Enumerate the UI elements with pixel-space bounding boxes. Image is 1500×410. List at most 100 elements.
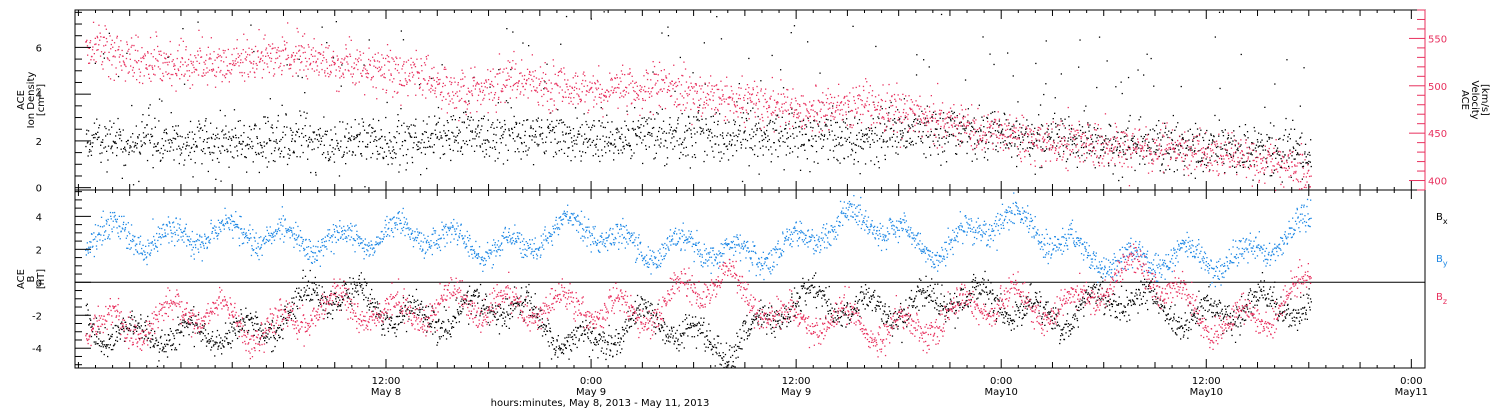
data-point xyxy=(1117,141,1118,142)
data-point xyxy=(1155,154,1156,155)
data-point xyxy=(1011,142,1012,143)
data-point xyxy=(1099,136,1100,137)
data-point xyxy=(550,99,551,100)
data-point xyxy=(341,58,342,59)
data-point xyxy=(1254,130,1255,131)
data-point xyxy=(673,85,674,86)
data-point xyxy=(646,72,647,73)
data-point xyxy=(381,129,382,130)
data-point xyxy=(974,148,975,149)
data-point xyxy=(903,112,904,113)
data-point xyxy=(465,112,466,113)
data-point xyxy=(1123,131,1124,132)
data-point xyxy=(242,62,243,63)
data-point xyxy=(1199,127,1200,128)
data-point xyxy=(856,111,857,112)
data-point xyxy=(1084,110,1085,111)
data-point xyxy=(602,136,603,137)
data-point xyxy=(1129,185,1130,186)
data-point xyxy=(836,105,837,106)
data-point xyxy=(579,88,580,89)
data-point xyxy=(183,143,184,144)
data-point xyxy=(747,140,748,141)
data-point xyxy=(1234,135,1235,136)
data-point xyxy=(223,50,224,51)
data-point xyxy=(420,87,421,88)
data-point xyxy=(378,120,379,121)
data-point xyxy=(1070,137,1071,138)
data-point xyxy=(1022,148,1023,149)
data-point xyxy=(404,85,405,86)
data-point xyxy=(1120,152,1121,153)
data-point xyxy=(1120,146,1121,147)
data-point xyxy=(582,124,583,125)
data-point xyxy=(1196,135,1197,136)
data-point xyxy=(1280,158,1281,159)
data-point xyxy=(740,98,741,99)
data-point xyxy=(502,88,503,89)
data-point xyxy=(387,61,388,62)
data-point xyxy=(863,148,864,149)
data-point xyxy=(495,105,496,106)
data-point xyxy=(630,145,631,146)
data-point xyxy=(457,84,458,85)
data-point xyxy=(199,63,200,64)
data-point xyxy=(987,118,988,119)
data-point xyxy=(156,36,157,37)
data-point xyxy=(129,71,130,72)
data-point xyxy=(894,94,895,95)
data-point xyxy=(137,136,138,137)
data-point xyxy=(323,116,324,117)
data-point xyxy=(871,124,872,125)
data-point xyxy=(1196,161,1197,162)
data-point xyxy=(740,142,741,143)
data-point xyxy=(669,117,670,118)
data-point xyxy=(100,162,101,163)
data-point xyxy=(1226,144,1227,145)
data-point xyxy=(430,138,431,139)
data-point xyxy=(201,163,202,164)
data-point xyxy=(945,130,946,131)
data-point xyxy=(484,156,485,157)
data-point xyxy=(405,72,406,73)
data-point xyxy=(1202,137,1203,138)
data-point xyxy=(174,65,175,66)
data-point xyxy=(767,135,768,136)
data-point xyxy=(1030,131,1031,132)
data-point xyxy=(506,68,507,69)
data-point xyxy=(616,132,617,133)
data-point xyxy=(718,110,719,111)
data-point xyxy=(794,146,795,147)
data-point xyxy=(769,122,770,123)
data-point xyxy=(249,126,250,127)
data-point xyxy=(1165,169,1166,170)
data-point xyxy=(455,119,456,120)
data-point xyxy=(657,93,658,94)
data-point xyxy=(267,142,268,143)
data-point xyxy=(844,96,845,97)
data-point xyxy=(817,113,818,114)
data-point xyxy=(1139,155,1140,156)
data-point xyxy=(179,148,180,149)
data-point xyxy=(493,128,494,129)
data-point xyxy=(858,145,859,146)
data-point xyxy=(692,145,693,146)
data-point xyxy=(1187,140,1188,141)
data-point xyxy=(973,135,974,136)
data-point xyxy=(378,139,379,140)
data-point xyxy=(1156,140,1157,141)
data-point xyxy=(373,66,374,67)
data-point xyxy=(1201,157,1202,158)
data-point xyxy=(969,122,970,123)
data-point xyxy=(1291,177,1292,178)
data-point xyxy=(824,134,825,135)
data-point xyxy=(1271,175,1272,176)
data-point xyxy=(530,84,531,85)
data-point xyxy=(335,63,336,64)
data-point xyxy=(337,55,338,56)
data-point xyxy=(599,161,600,162)
data-point xyxy=(789,128,790,129)
data-point xyxy=(635,133,636,134)
data-point xyxy=(178,125,179,126)
data-point xyxy=(524,79,525,80)
